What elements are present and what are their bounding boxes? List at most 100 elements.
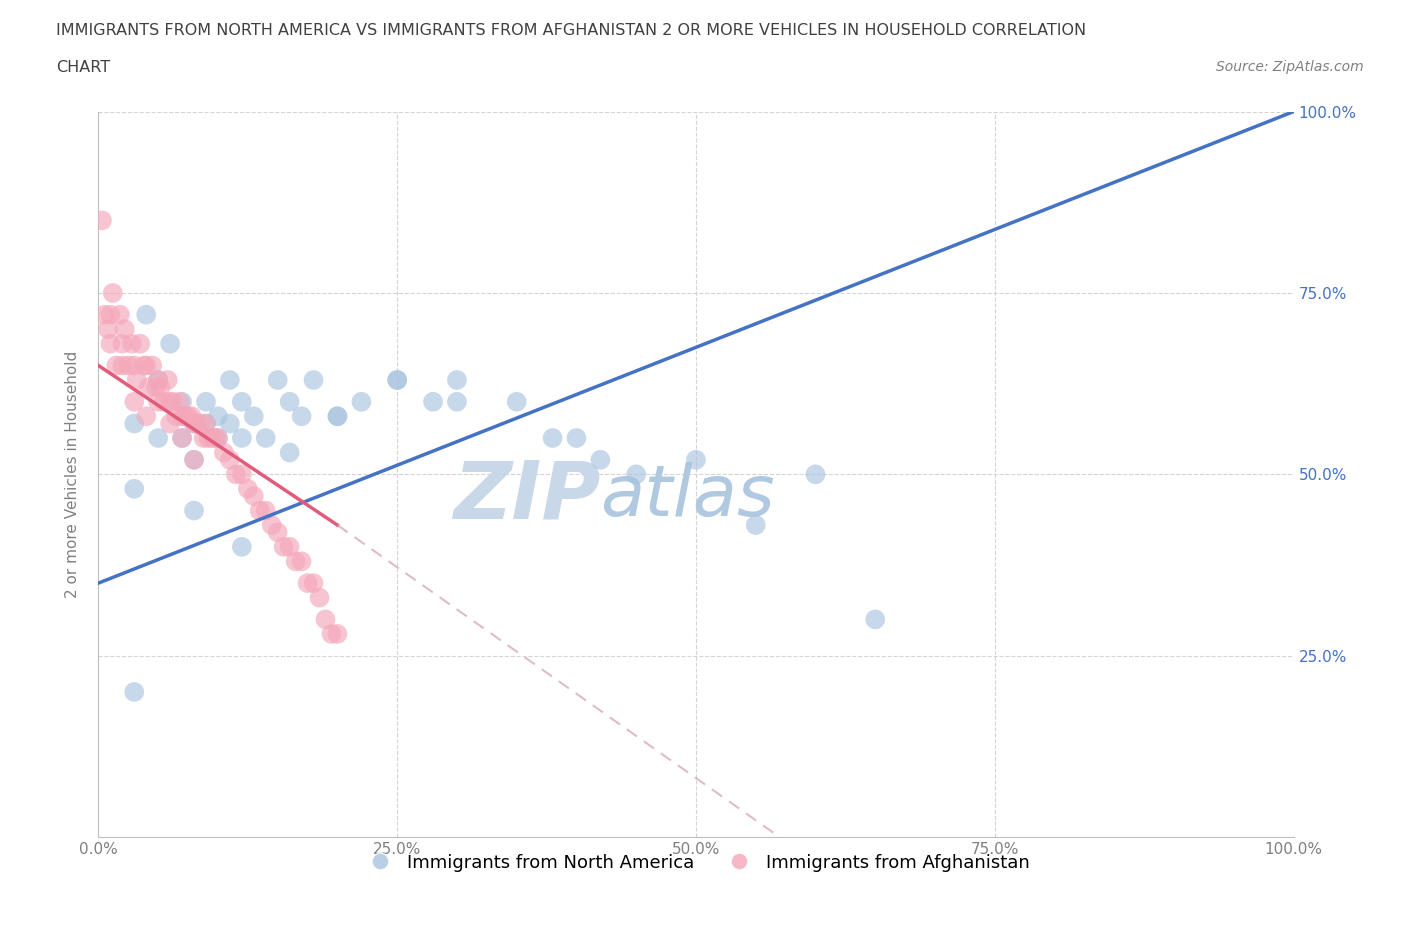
Point [148,373,170,388]
Point [219,373,242,388]
Point [172,431,194,445]
Point [148,373,170,388]
Point [626,467,648,482]
Point [186,416,208,431]
Point [231,467,253,482]
Point [195,416,218,431]
Point [201,431,224,445]
Point [91,213,114,228]
Point [291,554,314,569]
Point [565,431,588,445]
Point [326,409,349,424]
Point [260,518,283,533]
Point [165,409,187,424]
Point [195,394,218,409]
Point [197,431,219,445]
Point [231,539,253,554]
Point [804,467,827,482]
Point [135,307,157,322]
Point [114,322,136,337]
Point [156,373,179,388]
Point [159,394,181,409]
Point [243,409,266,424]
Point [219,416,242,431]
Point [124,416,146,431]
Point [446,394,468,409]
Point [231,394,253,409]
Point [326,409,349,424]
Point [385,373,409,388]
Point [124,358,146,373]
Point [254,503,277,518]
Point [446,373,468,388]
Point [195,416,218,431]
Point [326,627,349,642]
Point [278,445,301,460]
Point [141,358,163,373]
Point [183,503,205,518]
Point [108,307,131,322]
Point [183,416,205,431]
Point [297,576,319,591]
Point [145,379,167,394]
Point [98,337,122,352]
Point [101,286,124,300]
Point [97,322,120,337]
Point [506,394,529,409]
Point [315,612,337,627]
Point [267,525,290,539]
Point [125,373,148,388]
Point [204,431,226,445]
Point [249,503,271,518]
Point [148,431,170,445]
Point [219,452,242,467]
Point [138,379,160,394]
Point [98,307,122,322]
Point [135,409,157,424]
Point [183,452,205,467]
Point [169,394,191,409]
Point [207,431,229,445]
Point [111,358,134,373]
Point [132,358,155,373]
Point [162,394,184,409]
Point [308,591,330,605]
Point [236,482,259,497]
Point [172,431,194,445]
Point [183,452,205,467]
Point [180,409,202,424]
Point [124,684,146,699]
Point [350,394,373,409]
Y-axis label: 2 or more Vehicles in Household: 2 or more Vehicles in Household [65,351,80,598]
Point [93,307,115,322]
Point [385,373,409,388]
Point [422,394,444,409]
Point [302,576,325,591]
Point [129,337,152,352]
Point [188,416,211,431]
Point [284,554,307,569]
Point [159,337,181,352]
Point [212,445,235,460]
Point [117,358,139,373]
Point [321,627,343,642]
Point [302,373,325,388]
Text: CHART: CHART [56,60,110,75]
Point [124,394,146,409]
Point [225,467,247,482]
Text: atlas: atlas [600,461,775,530]
Point [745,518,768,533]
Point [159,416,181,431]
Text: Source: ZipAtlas.com: Source: ZipAtlas.com [1216,60,1364,74]
Point [231,431,253,445]
Point [111,337,134,352]
Point [278,394,301,409]
Point [173,409,195,424]
Point [153,394,176,409]
Point [207,409,229,424]
Point [589,452,612,467]
Point [541,431,564,445]
Point [121,337,143,352]
Point [193,431,215,445]
Text: ZIP: ZIP [453,457,600,535]
